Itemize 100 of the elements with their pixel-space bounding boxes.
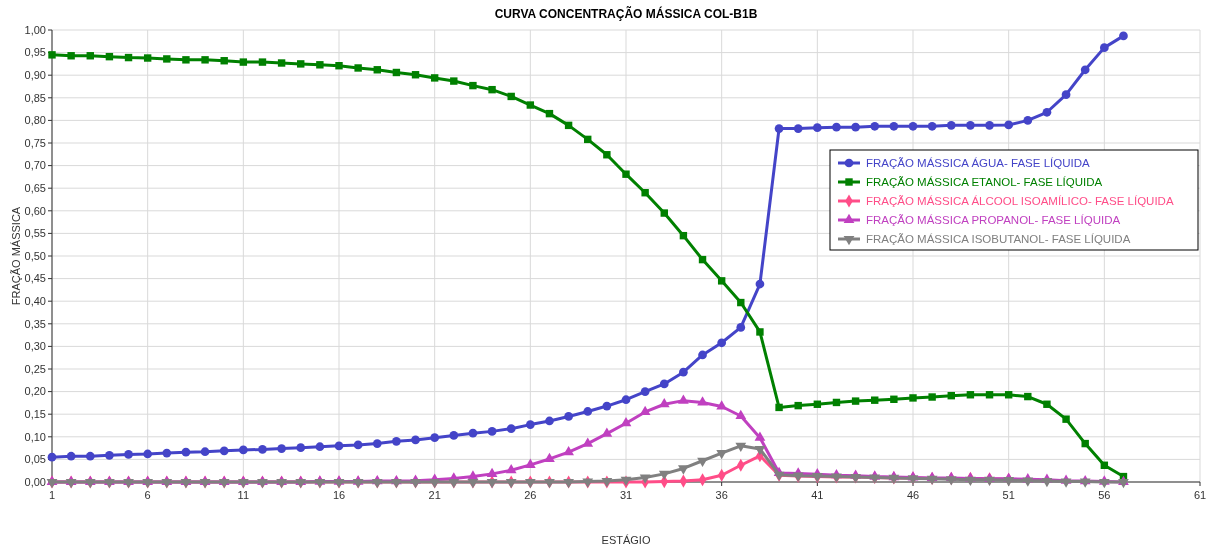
point	[1098, 478, 1110, 489]
point	[66, 451, 76, 461]
point	[296, 443, 306, 453]
point	[678, 465, 689, 475]
point	[754, 445, 766, 456]
point	[756, 328, 764, 336]
point	[775, 403, 783, 412]
point	[67, 52, 75, 60]
chart-title: CURVA CONCENTRAÇÃO MÁSSICA COL-B1B	[494, 6, 758, 21]
point	[1043, 400, 1051, 408]
y-tick-label: 0,80	[24, 114, 46, 127]
point	[736, 323, 746, 332]
y-tick-label: 0,40	[24, 295, 46, 308]
point	[965, 476, 976, 486]
point	[890, 395, 898, 403]
y-tick-label: 0,75	[24, 136, 46, 149]
point	[220, 57, 228, 65]
point	[1023, 116, 1033, 125]
x-tick-label: 6	[144, 489, 151, 501]
point	[526, 101, 535, 109]
x-tick-label: 1	[48, 489, 56, 501]
point	[602, 401, 612, 411]
point	[124, 450, 133, 459]
point	[1062, 415, 1070, 423]
point	[889, 121, 899, 131]
point	[564, 412, 573, 421]
point	[1022, 477, 1034, 487]
point	[239, 58, 248, 66]
y-tick-label: 0,35	[24, 317, 46, 330]
point	[506, 424, 516, 434]
y-tick-label: 0,45	[24, 272, 46, 285]
point	[735, 442, 747, 453]
legend-label: FRAÇÃO MÁSSICA PROPANOL- FASE LÍQUIDA	[866, 214, 1121, 227]
point	[1060, 478, 1072, 488]
point	[544, 452, 555, 463]
point	[640, 387, 650, 396]
point	[622, 170, 630, 178]
point	[353, 440, 363, 450]
point	[679, 367, 688, 377]
x-tick-label: 11	[237, 489, 250, 501]
point	[658, 398, 670, 408]
point	[85, 451, 95, 461]
point	[909, 394, 917, 402]
point	[851, 122, 860, 132]
legend-label: FRAÇÃO MÁSSICA ÁLCOOL ISOAMÍLICO- FASE LÍQUIDA	[866, 195, 1174, 208]
x-tick-label: 41	[811, 489, 824, 501]
point	[601, 427, 613, 437]
point	[354, 64, 362, 72]
point	[985, 121, 994, 130]
point	[660, 209, 668, 217]
point	[1119, 31, 1128, 41]
point	[928, 393, 936, 401]
point	[678, 394, 689, 404]
point	[430, 433, 440, 443]
y-tick-label: 0,50	[24, 249, 46, 262]
point	[335, 62, 343, 70]
point	[984, 476, 995, 486]
point	[48, 51, 56, 59]
point	[200, 447, 210, 457]
point	[182, 56, 190, 64]
point	[219, 446, 229, 456]
point	[469, 81, 477, 90]
point	[450, 77, 458, 85]
y-tick-label: 0,30	[24, 340, 46, 353]
point	[812, 123, 822, 132]
point	[334, 441, 344, 451]
point	[966, 121, 975, 130]
x-axis-title: ESTÁGIO	[601, 534, 651, 546]
point	[717, 338, 727, 348]
point	[754, 431, 766, 441]
point	[658, 470, 670, 481]
point	[162, 448, 172, 458]
point	[697, 457, 708, 467]
legend-label: FRAÇÃO MÁSSICA ETANOL- FASE LÍQUIDA	[866, 176, 1103, 189]
point	[238, 445, 248, 455]
y-tick-label: 0,85	[24, 91, 46, 104]
point	[487, 427, 497, 436]
point	[201, 56, 209, 64]
point	[1099, 43, 1109, 52]
y-tick-label: 0,95	[24, 46, 46, 59]
point	[697, 396, 708, 406]
point	[621, 395, 631, 405]
point	[926, 475, 938, 486]
point	[583, 407, 593, 416]
point	[869, 474, 881, 484]
point	[524, 458, 536, 468]
y-tick-label: 0,25	[24, 362, 46, 375]
x-tick-label: 16	[332, 489, 346, 501]
point	[659, 379, 669, 389]
point	[1061, 90, 1071, 99]
legend-label: FRAÇÃO MÁSSICA ISOBUTANOL- FASE LÍQUIDA	[866, 233, 1131, 246]
point	[698, 350, 707, 360]
y-tick-label: 0,65	[24, 182, 46, 195]
point	[545, 416, 554, 426]
point	[258, 445, 267, 454]
point	[411, 435, 420, 445]
point	[907, 475, 919, 485]
point	[1079, 478, 1091, 488]
point	[430, 74, 439, 82]
point	[1042, 107, 1052, 117]
